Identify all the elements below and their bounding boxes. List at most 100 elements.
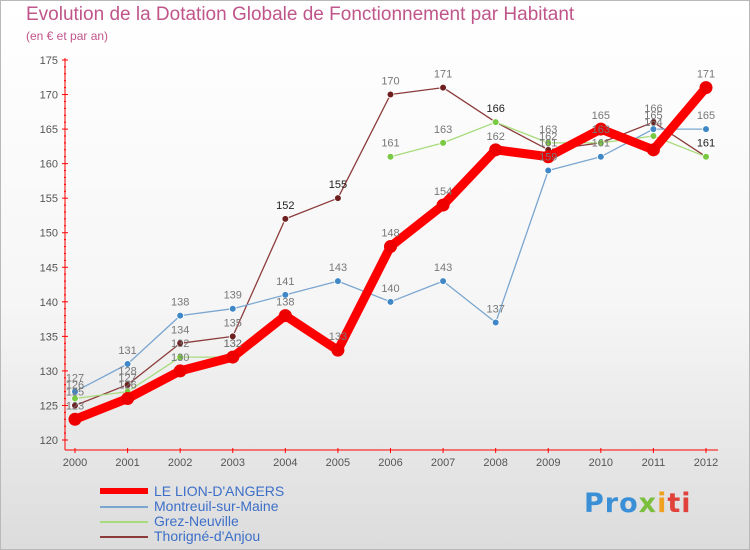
data-label-2000-0: 127 xyxy=(66,373,84,385)
series-line-2-0 xyxy=(74,356,234,400)
data-point-3-2003 xyxy=(228,332,237,341)
data-point-3-2002 xyxy=(176,339,184,348)
data-label-2006-22: 170 xyxy=(381,76,399,88)
data-label-2001-6: 127 xyxy=(118,373,136,385)
legend-label-lion: LE LION-D'ANGERS xyxy=(154,483,285,499)
legend-label-montreuil: Montreuil-sur-Maine xyxy=(154,498,279,514)
data-label-2001-5: 128 xyxy=(118,366,136,378)
y-tick-label-155: 155 xyxy=(40,193,58,205)
data-point-3-2006 xyxy=(386,90,395,99)
data-point-0-2011 xyxy=(646,143,660,157)
x-tick-label-2011: 2011 xyxy=(642,457,666,469)
data-label-2011-40: 166 xyxy=(644,103,662,115)
data-label-2009-34: 162 xyxy=(539,131,557,143)
legend-label-grez: Grez-Neuville xyxy=(154,513,239,529)
data-point-0-2003 xyxy=(226,350,240,364)
data-label-2004-18: 138 xyxy=(276,297,294,309)
x-tick-label-2004: 2004 xyxy=(273,457,297,469)
data-point-2-2006 xyxy=(386,152,395,161)
data-label-2010-38: 163 xyxy=(592,124,610,136)
data-label-2003-13: 135 xyxy=(224,317,242,329)
data-label-2001-4: 131 xyxy=(118,345,136,357)
data-label-2012-44: 165 xyxy=(697,110,715,122)
data-label-2005-21: 133 xyxy=(329,331,347,343)
x-tick-label-2012: 2012 xyxy=(694,457,718,469)
y-tick-label-120: 120 xyxy=(40,435,58,447)
data-label-2000-1: 126 xyxy=(66,380,84,392)
data-point-0-2005 xyxy=(331,343,345,357)
data-point-2-2008 xyxy=(491,118,500,126)
legend-item-grez[interactable]: Grez-Neuville xyxy=(100,514,360,529)
data-point-1-2001 xyxy=(123,360,132,368)
chart-subtitle: (en € et par an) xyxy=(26,29,109,43)
data-label-2011-41: 165 xyxy=(644,110,662,122)
data-point-1-2003 xyxy=(228,304,237,313)
data-label-2010-37: 165 xyxy=(592,110,610,122)
legend-label-thorigne: Thorigné-d'Anjou xyxy=(154,528,261,544)
y-tick-label-150: 150 xyxy=(40,228,58,240)
x-tick-label-2007: 2007 xyxy=(431,457,455,469)
data-label-2007-29: 143 xyxy=(434,262,452,274)
y-tick-label-170: 170 xyxy=(40,90,58,102)
legend-swatch-thorigne xyxy=(100,536,148,538)
data-label-2007-28: 154 xyxy=(434,186,452,198)
y-tick-label-145: 145 xyxy=(40,262,58,274)
data-point-0-2006 xyxy=(384,240,397,254)
x-tick-label-2008: 2008 xyxy=(483,457,507,469)
data-label-2006-24: 148 xyxy=(381,228,399,240)
data-label-2010-39: 161 xyxy=(592,138,610,150)
data-label-2008-31: 162 xyxy=(486,131,504,143)
data-point-3-2005 xyxy=(334,194,342,202)
data-point-1-2011 xyxy=(649,125,658,133)
data-point-3-2004 xyxy=(281,215,290,223)
data-point-1-2008 xyxy=(491,318,500,327)
data-label-2004-17: 141 xyxy=(276,276,294,288)
x-tick-label-2001: 2001 xyxy=(115,457,139,469)
data-label-2000-2: 125 xyxy=(66,386,84,398)
y-tick-label-130: 130 xyxy=(40,366,58,378)
data-point-2-2007 xyxy=(439,139,447,147)
data-label-2003-15: 132 xyxy=(224,338,242,350)
data-point-0-2008 xyxy=(489,143,503,157)
y-tick-label-160: 160 xyxy=(40,159,58,171)
data-label-2002-10: 132 xyxy=(171,338,189,350)
legend-swatch-grez xyxy=(100,521,148,523)
data-label-2003-14: 132 xyxy=(224,338,242,350)
data-label-2000-3: 123 xyxy=(66,400,84,412)
data-point-2-2009 xyxy=(544,139,553,147)
data-label-2002-8: 138 xyxy=(171,297,189,309)
data-label-2002-9: 134 xyxy=(171,324,189,336)
y-tick-label-175: 175 xyxy=(40,55,58,67)
data-label-2006-25: 140 xyxy=(381,283,399,295)
legend-item-montreuil[interactable]: Montreuil-sur-Maine xyxy=(100,499,360,514)
data-label-2012-45: 161 xyxy=(697,138,715,150)
data-point-2-2002 xyxy=(176,353,184,361)
chart-legend: LE LION-D'ANGERS Montreuil-sur-Maine Gre… xyxy=(100,484,360,544)
x-tick-label-2005: 2005 xyxy=(326,457,350,469)
data-label-2009-36: 159 xyxy=(539,152,557,164)
data-label-2009-33: 163 xyxy=(539,124,557,136)
legend-swatch-lion xyxy=(100,488,148,494)
x-tick-label-2010: 2010 xyxy=(589,457,613,469)
data-point-1-2007 xyxy=(439,277,447,285)
data-label-2004-16: 152 xyxy=(276,200,294,212)
y-tick-label-135: 135 xyxy=(40,331,58,343)
data-point-1-2009 xyxy=(544,166,553,175)
data-point-2-2010 xyxy=(597,139,605,147)
data-point-0-2002 xyxy=(173,364,187,378)
legend-item-lion[interactable]: LE LION-D'ANGERS xyxy=(100,484,360,499)
data-point-0-2012 xyxy=(699,81,713,95)
legend-swatch-montreuil xyxy=(100,506,148,508)
legend-item-thorigne[interactable]: Thorigné-d'Anjou xyxy=(100,529,360,544)
data-point-1-2002 xyxy=(176,311,184,320)
data-label-2008-32: 137 xyxy=(486,304,504,316)
data-label-2005-19: 155 xyxy=(329,179,347,191)
data-point-0-2000 xyxy=(68,412,82,426)
data-label-2008-30: 166 xyxy=(486,103,504,115)
data-label-2006-23: 161 xyxy=(381,138,399,150)
data-label-2007-26: 171 xyxy=(434,69,452,81)
data-point-1-2012 xyxy=(702,125,710,133)
data-label-2007-27: 163 xyxy=(434,124,452,136)
data-point-1-2006 xyxy=(386,298,395,306)
data-point-0-2010 xyxy=(594,122,608,136)
